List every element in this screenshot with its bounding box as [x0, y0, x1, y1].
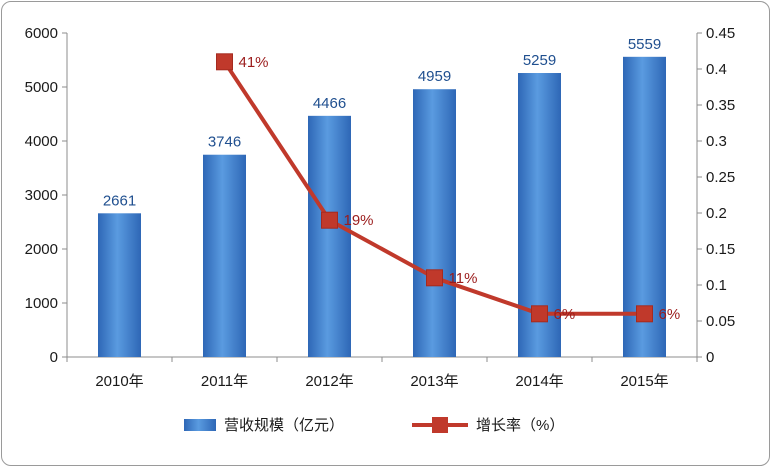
line-data-label: 6% — [659, 306, 681, 323]
right-tick-label: 0.1 — [706, 277, 727, 294]
left-tick-label: 5000 — [25, 79, 58, 96]
right-tick-label: 0 — [706, 349, 714, 366]
bar — [308, 115, 351, 357]
bar-data-label: 4959 — [418, 68, 451, 85]
left-tick-label: 4000 — [25, 133, 58, 150]
bar — [413, 89, 456, 358]
bar-data-label: 5559 — [628, 36, 661, 53]
line-data-label: 11% — [449, 270, 478, 287]
line-point — [636, 305, 653, 323]
x-tick-label: 2014年 — [515, 373, 563, 390]
right-tick-label: 0.4 — [706, 61, 727, 78]
line-point — [426, 269, 443, 287]
legend-bar-label: 营收规模（亿元） — [224, 417, 344, 434]
right-tick-label: 0.05 — [706, 313, 735, 330]
right-tick-label: 0.2 — [706, 205, 727, 222]
x-tick-label: 2012年 — [305, 373, 353, 390]
left-tick-label: 0 — [50, 349, 58, 366]
line-data-label: 6% — [554, 306, 576, 323]
bar-data-label: 5259 — [523, 52, 556, 69]
right-tick-label: 0.15 — [706, 241, 735, 258]
left-tick-label: 1000 — [25, 295, 58, 312]
line-data-label: 41% — [239, 54, 269, 71]
bar-data-label: 3746 — [208, 134, 241, 151]
x-tick-label: 2013年 — [410, 373, 458, 390]
right-tick-label: 0.3 — [706, 133, 727, 150]
left-tick-label: 3000 — [25, 187, 58, 204]
legend-line-marker — [432, 417, 448, 433]
legend-line-label: 增长率（%） — [476, 417, 564, 434]
legend-bar-swatch — [184, 419, 216, 431]
line-point — [531, 305, 548, 323]
bar — [98, 213, 141, 357]
left-tick-label: 6000 — [25, 25, 58, 42]
left-tick-label: 2000 — [25, 241, 58, 258]
bar-data-label: 4466 — [313, 95, 346, 112]
x-tick-label: 2010年 — [95, 373, 143, 390]
x-tick-label: 2011年 — [201, 373, 248, 390]
right-tick-label: 0.25 — [706, 169, 735, 186]
right-tick-label: 0.35 — [706, 97, 735, 114]
bar-data-label: 2661 — [103, 192, 136, 209]
line-data-label: 19% — [344, 212, 374, 229]
line-point — [216, 53, 233, 71]
bar — [203, 154, 246, 357]
right-tick-label: 0.45 — [706, 25, 735, 42]
x-tick-label: 2015年 — [620, 373, 668, 390]
line-point — [321, 211, 338, 229]
